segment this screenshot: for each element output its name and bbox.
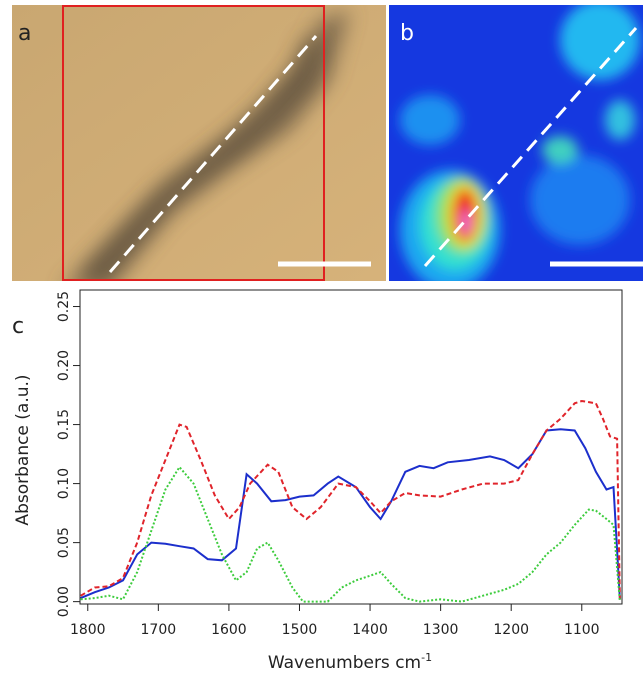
x-tick-label: 1400	[352, 622, 388, 638]
x-tick-label: 1300	[423, 622, 459, 638]
x-tick-label: 1700	[141, 622, 177, 638]
x-axis-label: Wavenumbers cm-1	[268, 651, 432, 673]
panel-b-heatmap	[389, 5, 643, 281]
panel-label: c	[12, 314, 24, 339]
series-line	[80, 428, 621, 600]
x-tick-label: 1500	[282, 622, 318, 638]
series-line	[80, 399, 621, 600]
y-tick-label: 0.15	[56, 409, 72, 440]
x-tick-label: 1200	[493, 622, 529, 638]
panel-label: b	[400, 21, 414, 46]
y-tick-label: 0.25	[56, 291, 72, 322]
selection-box	[62, 5, 325, 281]
panel-a-image	[12, 5, 386, 281]
profile-line	[108, 35, 318, 273]
profile-line	[423, 27, 638, 267]
plot-frame	[79, 289, 623, 605]
y-tick-label: 0.05	[56, 527, 72, 558]
y-tick-label: 0.20	[56, 350, 72, 381]
x-axis-label-exponent: -1	[421, 651, 432, 664]
y-tick-label: 0.00	[56, 586, 72, 617]
series-line	[80, 465, 621, 603]
panel-label: a	[18, 21, 31, 46]
x-tick-label: 1100	[564, 622, 600, 638]
x-axis-label-text: Wavenumbers cm	[268, 653, 421, 673]
y-axis-label: Absorbance (a.u.)	[13, 374, 33, 525]
x-tick-label: 1600	[211, 622, 247, 638]
x-tick-label: 1800	[70, 622, 106, 638]
y-tick-label: 0.10	[56, 468, 72, 499]
